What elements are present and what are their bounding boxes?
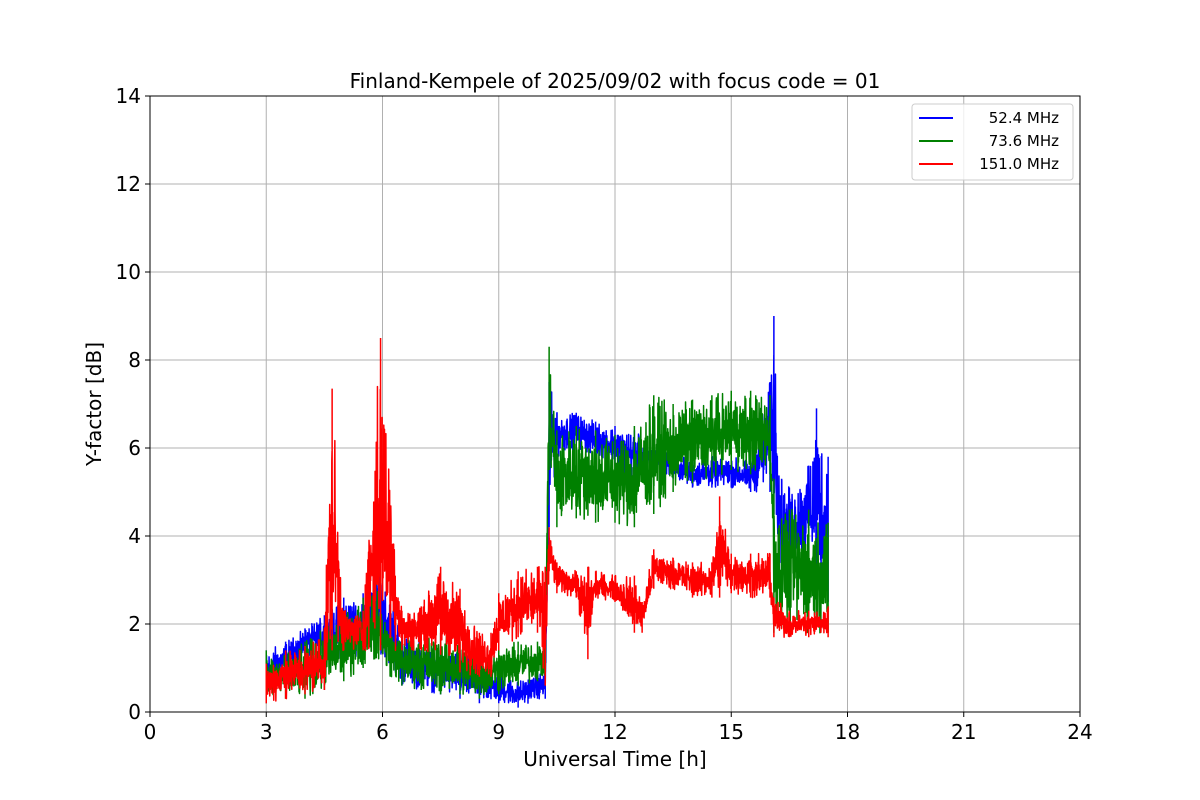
x-tick-label: 0	[144, 720, 157, 744]
x-tick-label: 24	[1067, 720, 1092, 744]
legend-label-1: 73.6 MHz	[989, 132, 1059, 150]
y-tick-label: 2	[128, 612, 141, 636]
x-tick-label: 9	[492, 720, 505, 744]
y-tick-label: 8	[128, 348, 141, 372]
y-axis: 0 2 4 6 8 10 12 14	[116, 84, 150, 724]
y-tick-label: 14	[116, 84, 141, 108]
x-tick-label: 18	[835, 720, 860, 744]
y-tick-label: 0	[128, 700, 141, 724]
series-layer	[265, 316, 829, 708]
x-tick-label: 15	[719, 720, 744, 744]
x-tick-label: 6	[376, 720, 389, 744]
legend-label-0: 52.4 MHz	[989, 109, 1059, 127]
y-axis-label: Y-factor [dB]	[82, 342, 106, 467]
chart-title: Finland-Kempele of 2025/09/02 with focus…	[350, 69, 881, 93]
x-tick-label: 21	[951, 720, 976, 744]
x-tick-label: 12	[602, 720, 627, 744]
y-tick-label: 6	[128, 436, 141, 460]
x-axis: 0 3 6 9 12 15 18 21 24	[144, 712, 1093, 744]
x-tick-label: 3	[260, 720, 273, 744]
y-tick-label: 12	[116, 172, 141, 196]
y-tick-label: 10	[116, 260, 141, 284]
legend-label-2: 151.0 MHz	[979, 155, 1059, 173]
legend-box	[911, 103, 1074, 181]
y-tick-label: 4	[128, 524, 141, 548]
legend: 52.4 MHz 73.6 MHz 151.0 MHz	[911, 103, 1074, 181]
x-axis-label: Universal Time [h]	[523, 747, 706, 771]
series-line-2	[265, 338, 829, 704]
